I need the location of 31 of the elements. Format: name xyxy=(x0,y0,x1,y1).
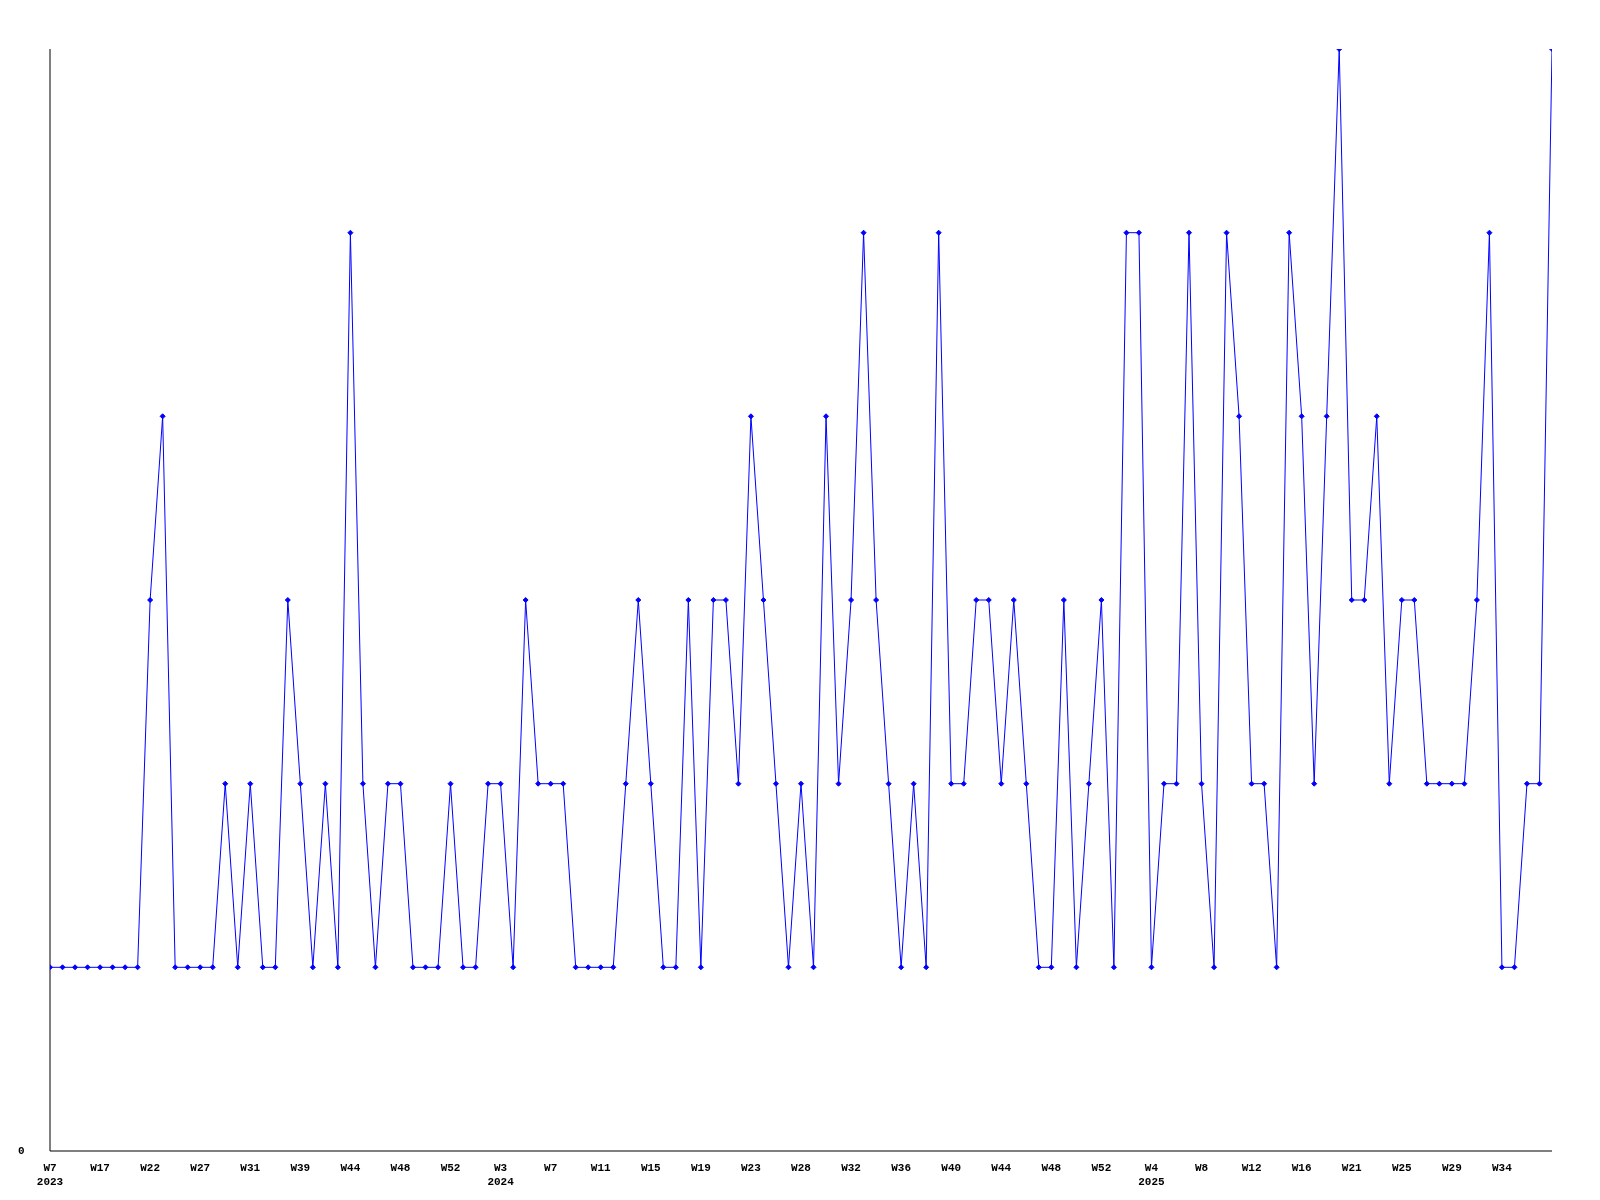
x-tick-label: W17 xyxy=(90,1162,110,1174)
x-tick-label: W11 xyxy=(590,1162,612,1174)
x-tick-label: W44 xyxy=(340,1162,361,1174)
x-tick-label: W25 xyxy=(1391,1162,1413,1174)
x-tick-label: W39 xyxy=(290,1162,311,1174)
x-tick-label: W22 xyxy=(140,1162,161,1174)
x-tick-label: W29 xyxy=(1441,1162,1462,1174)
x-tick-label: W7 2023 xyxy=(36,1162,64,1188)
x-tick-label: W23 xyxy=(741,1162,762,1174)
x-tick-label: W52 xyxy=(440,1162,461,1174)
x-tick-label: W19 xyxy=(690,1162,711,1174)
x-tick-label: W8 xyxy=(1194,1162,1209,1174)
x-tick-label: W48 xyxy=(1041,1162,1062,1174)
x-tick-label: W36 xyxy=(891,1162,912,1174)
x-tick-label: W34 xyxy=(1492,1162,1513,1174)
x-tick-label: W27 xyxy=(190,1162,211,1174)
x-tick-label: W32 xyxy=(841,1162,861,1174)
x-tick-label: W44 xyxy=(991,1162,1012,1174)
x-tick-label: W12 xyxy=(1241,1162,1262,1174)
x-tick-label: W31 xyxy=(240,1162,261,1174)
x-tick-label: W28 xyxy=(791,1162,812,1174)
x-tick-label: W52 xyxy=(1091,1162,1112,1174)
x-tick-label: W16 xyxy=(1291,1162,1312,1174)
x-tick-label: W15 xyxy=(640,1162,662,1174)
x-tick-label: W3 2024 xyxy=(487,1162,515,1188)
text: 0 xyxy=(18,1145,25,1157)
x-tick-label: W7 xyxy=(544,1162,558,1174)
x-tick-label: W48 xyxy=(390,1162,411,1174)
x-tick-label: W21 xyxy=(1341,1162,1363,1174)
x-tick-label: W4 2025 xyxy=(1138,1162,1166,1188)
x-tick-label: W40 xyxy=(941,1162,962,1174)
